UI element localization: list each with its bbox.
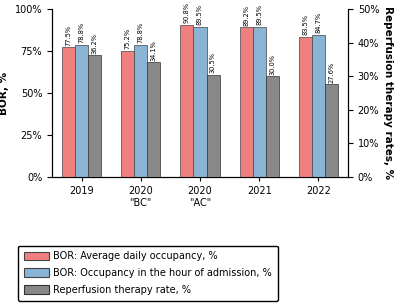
Bar bbox=[75, 45, 88, 177]
Text: 27.6%: 27.6% bbox=[328, 62, 334, 83]
Y-axis label: Reperfusion therapy rates, %: Reperfusion therapy rates, % bbox=[383, 6, 393, 180]
Text: 89.5%: 89.5% bbox=[197, 4, 203, 25]
Bar bbox=[240, 27, 253, 177]
Bar bbox=[325, 84, 338, 177]
Bar bbox=[147, 63, 160, 177]
Bar bbox=[62, 47, 75, 177]
Bar bbox=[88, 56, 101, 177]
Bar bbox=[134, 45, 147, 177]
Legend: BOR: Average daily occupancy, %, BOR: Occupancy in the hour of admission, %, Rep: BOR: Average daily occupancy, %, BOR: Oc… bbox=[18, 246, 278, 301]
Bar bbox=[121, 51, 134, 177]
Text: 30.0%: 30.0% bbox=[269, 54, 275, 75]
Text: 78.8%: 78.8% bbox=[138, 22, 144, 43]
Bar bbox=[266, 76, 279, 177]
Text: 83.5%: 83.5% bbox=[302, 14, 308, 35]
Bar bbox=[312, 35, 325, 177]
Text: 78.8%: 78.8% bbox=[78, 22, 85, 43]
Text: 34.1%: 34.1% bbox=[151, 40, 157, 61]
Bar bbox=[253, 27, 266, 177]
Bar bbox=[194, 27, 206, 177]
Y-axis label: BOR, %: BOR, % bbox=[0, 71, 9, 115]
Text: 89.5%: 89.5% bbox=[256, 4, 262, 25]
Text: 90.8%: 90.8% bbox=[184, 2, 190, 23]
Text: 30.5%: 30.5% bbox=[210, 52, 216, 73]
Bar bbox=[206, 75, 220, 177]
Text: 84.7%: 84.7% bbox=[315, 12, 322, 34]
Text: 75.2%: 75.2% bbox=[125, 28, 131, 49]
Text: 36.2%: 36.2% bbox=[92, 33, 98, 54]
Text: 89.2%: 89.2% bbox=[243, 5, 249, 26]
Text: 77.5%: 77.5% bbox=[66, 24, 72, 45]
Bar bbox=[299, 37, 312, 177]
Bar bbox=[180, 25, 194, 177]
